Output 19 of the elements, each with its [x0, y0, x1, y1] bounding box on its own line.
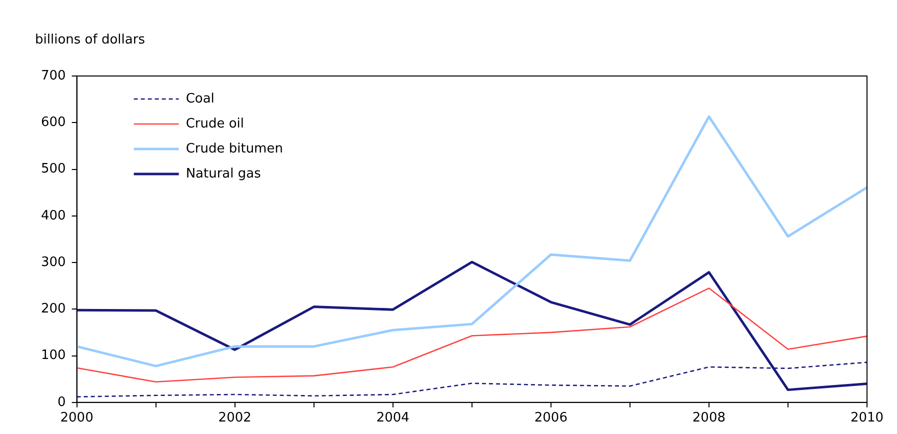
y-tick-label: 200: [40, 302, 66, 317]
x-tick-label: 2006: [534, 410, 568, 426]
y-tick-label: 700: [40, 68, 66, 84]
x-tick-label: 2000: [60, 410, 94, 426]
y-tick-label: 400: [40, 208, 66, 224]
legend-label: Crude bitumen: [186, 141, 283, 156]
legend-label: Crude oil: [186, 116, 244, 132]
x-tick-label: 2004: [376, 410, 410, 426]
y-tick-label: 500: [40, 162, 66, 177]
y-tick-label: 600: [40, 115, 66, 130]
x-tick-label: 2010: [850, 410, 884, 426]
y-tick-label: 100: [40, 348, 66, 364]
legend-label: Coal: [186, 91, 214, 106]
x-tick-label: 2008: [692, 410, 726, 426]
y-axis-title: billions of dollars: [35, 32, 146, 48]
y-tick-label: 0: [58, 394, 66, 410]
legend-label: Natural gas: [186, 166, 262, 182]
y-tick-label: 300: [40, 254, 66, 270]
x-tick-label: 2002: [218, 410, 252, 426]
